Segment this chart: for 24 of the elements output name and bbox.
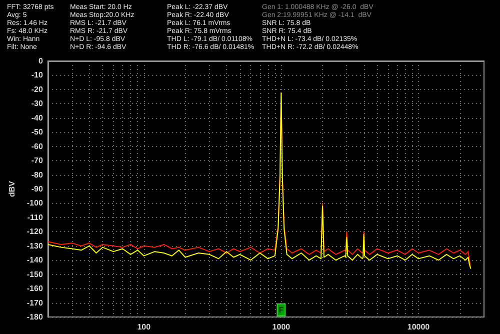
annotation: F xyxy=(278,305,284,314)
y-tick-label: -50 xyxy=(31,128,44,137)
y-tick-label: -150 xyxy=(26,270,44,279)
y-tick-label: -80 xyxy=(31,170,44,180)
y-tick-label: -20 xyxy=(31,84,44,94)
x-tick-label: 100 xyxy=(137,322,152,332)
y-tick-label: -30 xyxy=(31,99,44,108)
y-tick-label: -100 xyxy=(26,198,44,208)
y-tick-label: -180 xyxy=(26,312,44,322)
y-tick-label: -90 xyxy=(31,184,44,194)
y-tick-label: -140 xyxy=(26,256,44,265)
x-tick-label: 10000 xyxy=(407,322,430,332)
y-tick-label: -170 xyxy=(26,298,44,308)
y-tick-label: -120 xyxy=(26,227,44,236)
y-tick-label: -10 xyxy=(31,70,44,80)
y-axis-title: dBV xyxy=(8,180,16,197)
y-tick-label: 0 xyxy=(38,56,44,66)
x-tick-label: 1000 xyxy=(272,322,291,332)
y-tick-label: -130 xyxy=(26,241,44,250)
y-tick-label: -40 xyxy=(31,113,44,122)
y-tick-label: -70 xyxy=(31,156,44,166)
y-tick-label: -160 xyxy=(26,284,44,294)
y-tick-label: -110 xyxy=(27,212,44,222)
y-tick-label: -60 xyxy=(31,142,44,151)
